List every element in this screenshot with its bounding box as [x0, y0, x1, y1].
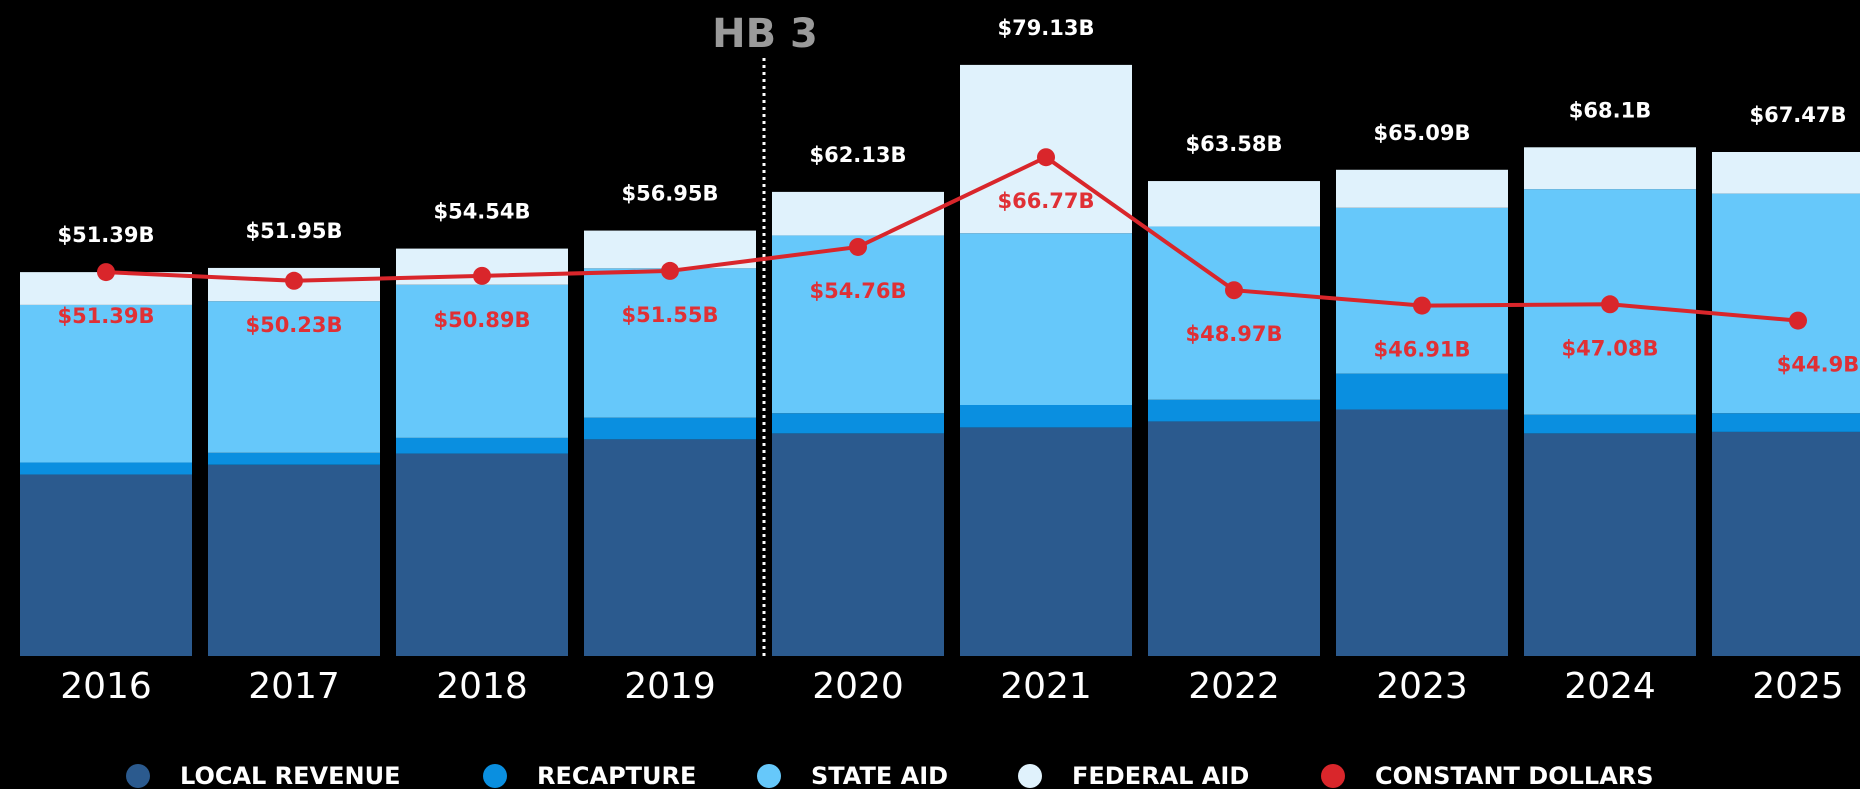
bar-segment [1712, 151, 1860, 194]
legend-label: FEDERAL AID [1072, 762, 1249, 789]
data-label: $50.89B [433, 308, 530, 332]
line-point [849, 237, 867, 256]
bar-segment [1336, 409, 1508, 656]
data-label: $54.76B [809, 279, 906, 303]
bar-segment [584, 439, 756, 656]
x-tick-label: 2021 [1000, 666, 1092, 707]
legend-label: LOCAL REVENUE [180, 762, 401, 789]
bar-segment [20, 462, 192, 475]
bar-segment [1148, 421, 1320, 656]
bar-segment [960, 405, 1132, 428]
bar-segment [1712, 193, 1860, 414]
x-tick-label: 2020 [812, 666, 904, 707]
bar-segment [1148, 181, 1320, 227]
bar-segment [20, 304, 192, 463]
legend-marker [483, 764, 507, 788]
bar-segment [1148, 399, 1320, 422]
line-point [285, 271, 303, 290]
total-label: $51.95B [245, 219, 342, 243]
bar-segment [584, 417, 756, 440]
bar-segment [208, 301, 380, 453]
line-point [1037, 148, 1055, 167]
bar-segment [960, 427, 1132, 656]
line-point [1601, 295, 1619, 314]
total-label: $65.09B [1373, 121, 1470, 145]
total-label: $62.13B [809, 143, 906, 167]
data-label: $66.77B [997, 189, 1094, 213]
bar-segment [1712, 431, 1860, 656]
bar-segment [1524, 147, 1696, 190]
x-tick-label: 2024 [1564, 666, 1656, 707]
legend-marker [1018, 764, 1042, 788]
bar-segment [1336, 169, 1508, 208]
legend-marker [757, 764, 781, 788]
data-label: $47.08B [1561, 336, 1658, 360]
data-label: $51.55B [621, 303, 718, 327]
line-point [1225, 281, 1243, 300]
x-tick-label: 2023 [1376, 666, 1468, 707]
legend-label: CONSTANT DOLLARS [1375, 762, 1654, 789]
annotation: HB 3 [712, 11, 818, 57]
total-label: $67.47B [1749, 103, 1846, 127]
legend-marker [1321, 764, 1345, 788]
x-tick-label: 2025 [1752, 666, 1844, 707]
bar-segment [396, 453, 568, 656]
bar-segment [960, 233, 1132, 406]
data-label: $44.9B [1777, 353, 1859, 377]
x-tick-label: 2018 [436, 666, 528, 707]
x-tick-label: 2022 [1188, 666, 1280, 707]
data-label: $48.97B [1185, 322, 1282, 346]
x-tick-label: 2019 [624, 666, 716, 707]
bar-segment [1712, 413, 1860, 432]
bar-segment [772, 191, 944, 236]
bar-segment [1336, 373, 1508, 410]
bar-segment [772, 413, 944, 434]
legend-marker [126, 764, 150, 788]
total-label: $63.58B [1185, 132, 1282, 156]
total-label: $56.95B [621, 182, 718, 206]
bar-segment [208, 452, 380, 465]
data-label: $51.39B [57, 304, 154, 328]
bar-segment [1148, 226, 1320, 400]
total-label: $79.13B [997, 16, 1094, 40]
line-point [1789, 311, 1807, 330]
bar-segment [396, 284, 568, 438]
line-point [97, 263, 115, 282]
line-point [473, 266, 491, 285]
bar-segment [772, 433, 944, 656]
total-label: $68.1B [1569, 98, 1651, 122]
line-point [1413, 296, 1431, 315]
bar-segment [584, 268, 756, 418]
line-point [661, 261, 679, 280]
bar-segment [20, 474, 192, 656]
x-tick-label: 2016 [60, 666, 152, 707]
bar-segment [1524, 433, 1696, 656]
total-label: $51.39B [57, 223, 154, 247]
data-label: $46.91B [1373, 338, 1470, 362]
data-label: $50.23B [245, 313, 342, 337]
bar-segment [772, 235, 944, 414]
x-tick-label: 2017 [248, 666, 340, 707]
legend-label: RECAPTURE [537, 762, 696, 789]
total-label: $54.54B [433, 200, 530, 224]
line [105, 154, 1799, 323]
bar-segment [208, 464, 380, 656]
bar-segment [1524, 414, 1696, 434]
bar-segment [396, 437, 568, 454]
legend-label: STATE AID [811, 762, 948, 789]
bar-segment [1336, 207, 1508, 374]
